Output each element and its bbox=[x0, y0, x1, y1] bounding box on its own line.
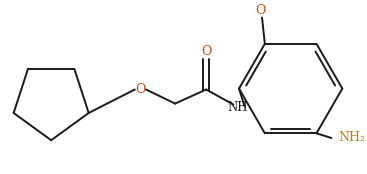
Text: O: O bbox=[201, 45, 211, 58]
Text: O: O bbox=[255, 5, 265, 17]
Text: NH: NH bbox=[228, 101, 248, 114]
Text: O: O bbox=[135, 83, 146, 96]
Text: NH₂: NH₂ bbox=[338, 132, 365, 144]
